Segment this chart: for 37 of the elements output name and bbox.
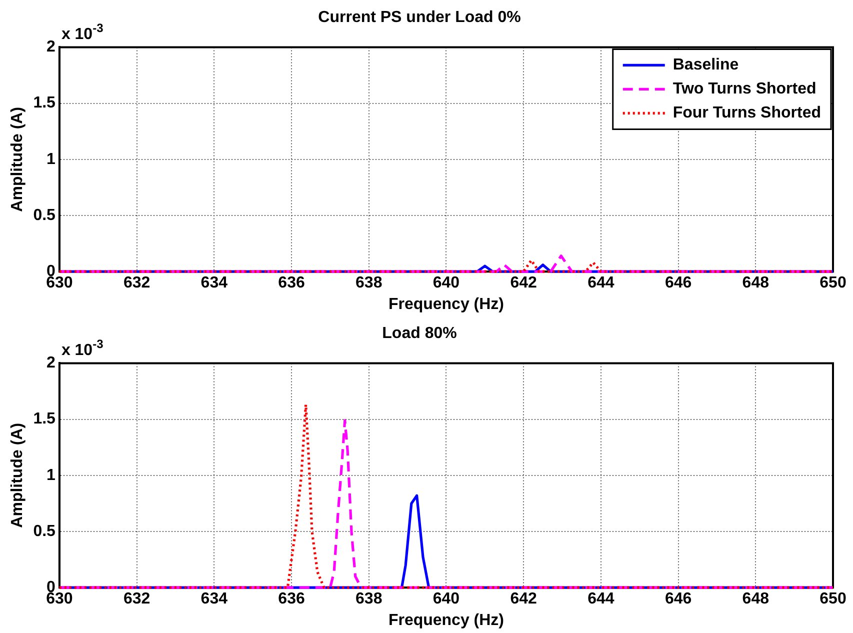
x-tick-label: 642 — [510, 274, 538, 292]
y-tick-label: 1.5 — [33, 94, 56, 112]
legend-label: Four Turns Shorted — [672, 104, 821, 122]
y-tick-label: 2 — [46, 354, 56, 372]
y-tick-label: 1 — [46, 150, 56, 168]
chart-title: Load 80% — [382, 325, 457, 342]
x-tick-label: 632 — [123, 590, 150, 608]
chart-title: Current PS under Load 0% — [318, 9, 521, 26]
x-axis-title: Frequency (Hz) — [388, 296, 504, 313]
x-tick-label: 648 — [742, 590, 770, 608]
x-tick-label: 650 — [820, 274, 846, 292]
x-tick-label: 644 — [588, 590, 614, 608]
y-axis-title: Amplitude (A) — [9, 106, 26, 212]
x-tick-label: 642 — [510, 590, 538, 608]
y-tick-label: 0.5 — [33, 522, 56, 540]
x-tick-label: 648 — [742, 274, 770, 292]
x-tick-label: 638 — [356, 590, 382, 608]
x-tick-label: 632 — [123, 274, 150, 292]
legend-label: Two Turns Shorted — [672, 80, 816, 98]
x-tick-label: 650 — [820, 590, 846, 608]
x-tick-label: 646 — [664, 274, 692, 292]
x-tick-label: 646 — [664, 590, 692, 608]
y-tick-label: 0.5 — [33, 206, 56, 224]
x-tick-label: 634 — [200, 590, 228, 608]
y-tick-label: 1.5 — [33, 410, 56, 428]
x-tick-label: 634 — [200, 274, 228, 292]
x-tick-label: 640 — [432, 274, 460, 292]
legend-label: Baseline — [672, 56, 739, 74]
y-tick-label: 2 — [46, 38, 56, 56]
x-tick-label: 636 — [278, 590, 305, 608]
x-tick-label: 644 — [588, 274, 614, 292]
x-axis-title: Frequency (Hz) — [388, 612, 504, 629]
y-axis-title: Amplitude (A) — [9, 422, 26, 528]
y-tick-label: 1 — [46, 466, 56, 484]
x-tick-label: 638 — [356, 274, 382, 292]
x-tick-label: 636 — [278, 274, 305, 292]
x-tick-label: 640 — [432, 590, 460, 608]
